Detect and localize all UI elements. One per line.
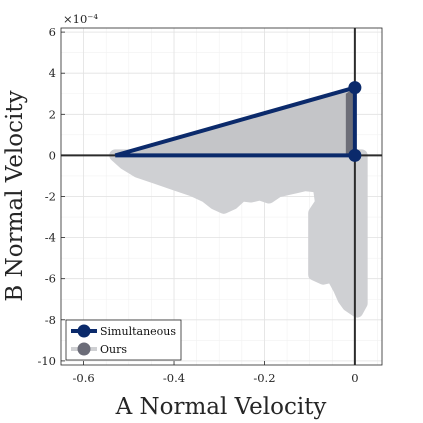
tick-marks: [61, 31, 356, 365]
x-tick-label: 0: [351, 371, 358, 385]
x-tick-label: -0.2: [253, 371, 275, 385]
plot-frame: [60, 27, 383, 366]
data-layer: [61, 28, 382, 365]
y-tick-label: -2: [45, 190, 56, 204]
x-tick-label: -0.4: [163, 371, 185, 385]
y-tick-label: 4: [49, 66, 56, 80]
legend-simultaneous-label: Simultaneous: [100, 325, 176, 338]
legend-simultaneous-marker: [77, 324, 91, 338]
simultaneous-line: [114, 85, 357, 158]
y-axis-title: B Normal Velocity: [2, 90, 28, 301]
y-tick-label: -6: [45, 272, 56, 286]
legend-ours-label: Ours: [100, 343, 127, 356]
y-tick-label: -8: [45, 313, 56, 327]
y-tick-label: 0: [49, 148, 56, 162]
y-exponent-label: ×10⁻⁴: [63, 12, 98, 26]
y-tick-label: -10: [37, 354, 56, 368]
ours-boundary-strip: [345, 87, 355, 156]
ours-region: [109, 149, 368, 318]
legend: Simultaneous Ours: [65, 319, 182, 361]
simultaneous-marker: [348, 148, 362, 162]
tick-labels: -0.6 -0.4 -0.2 0 -10 -8 -6 -4 -2 0 2 4 6: [37, 25, 358, 385]
legend-ours-marker: [77, 342, 91, 356]
y-tick-label: -4: [45, 231, 56, 245]
simultaneous-marker: [348, 81, 362, 95]
x-axis-title: A Normal Velocity: [115, 394, 327, 420]
x-tick-label: -0.6: [73, 371, 95, 385]
y-tick-label: 6: [49, 25, 56, 39]
y-tick-label: 2: [49, 107, 56, 121]
